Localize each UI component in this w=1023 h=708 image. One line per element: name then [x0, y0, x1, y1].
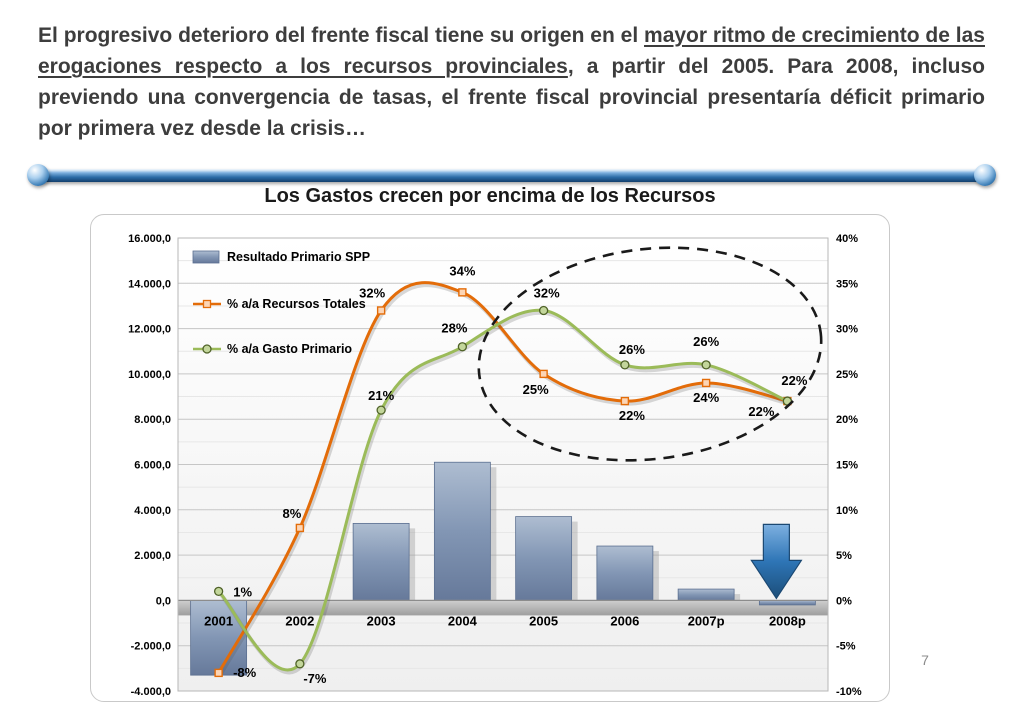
- left-tick-label: 16.000,0: [128, 233, 171, 245]
- left-tick-label: 2.000,0: [134, 550, 171, 562]
- circle-marker: [376, 405, 386, 415]
- point-label: -7%: [303, 671, 327, 686]
- right-tick-label: 15%: [836, 460, 858, 472]
- circle-marker: [457, 342, 468, 352]
- combo-chart-svg: 16.000,0 14.000,0 12.000,0 10.000,0 8.000,0 6…: [128, 233, 862, 698]
- point-label: 21%: [368, 388, 394, 403]
- category-label: 2001: [204, 613, 233, 628]
- square-marker: [214, 668, 223, 678]
- category-label: 2006: [610, 613, 639, 628]
- heading-text-2: , a partir del 2005. Para 2008, incluso …: [38, 55, 986, 140]
- category-label: 2002: [285, 613, 314, 628]
- left-tick-label: 6.000,0: [134, 460, 171, 472]
- right-tick-label: -5%: [836, 641, 856, 653]
- circle-marker: [213, 586, 224, 596]
- right-tick-label: 10%: [836, 505, 858, 517]
- bar-2006: [596, 545, 654, 601]
- left-tick-label: 12.000,0: [128, 324, 171, 336]
- point-label: 24%: [693, 390, 719, 405]
- heading: El progresivo deterioro del frente fisca…: [38, 20, 985, 144]
- category-label: 2005: [529, 613, 558, 628]
- legend-bar-swatch: [192, 250, 220, 264]
- square-marker: [458, 288, 467, 297]
- legend-square-marker: [202, 299, 212, 309]
- heading-text-1: El progresivo deterioro del frente fisca…: [38, 24, 645, 47]
- point-label: 32%: [534, 285, 560, 300]
- point-label: 26%: [619, 342, 645, 357]
- divider-left-cap: [27, 164, 49, 186]
- category-labels: 2001 2002 2003 2004 2005 2006 2007p 2008p: [204, 613, 806, 628]
- point-label: 8%: [282, 506, 301, 521]
- left-tick-label: 10.000,0: [128, 369, 171, 381]
- right-tick-label: -10%: [836, 686, 862, 698]
- bar-series: [190, 461, 816, 676]
- square-marker: [701, 378, 711, 388]
- bar-2007p: [677, 588, 735, 601]
- circle-marker: [620, 360, 630, 370]
- legend-circle-marker: [202, 344, 212, 354]
- right-tick-label: 20%: [836, 414, 858, 426]
- point-label: 1%: [233, 584, 252, 599]
- right-tick-label: 40%: [836, 233, 858, 245]
- point-label: 28%: [441, 321, 467, 336]
- heading-underlined-phrase: mayor ritmo de crecimiento de las erogac…: [38, 24, 985, 78]
- page-number: 7: [921, 652, 929, 668]
- line-series-recursos-totales: -8% 8% 32% 34% 25% 22% 24% 22%: [214, 263, 792, 680]
- square-marker: [539, 369, 548, 379]
- right-tick-label: 0%: [836, 595, 852, 607]
- right-axis-labels: 40% 35% 30% 25% 20% 15% 10% 5% 0% -5% -10%: [836, 233, 862, 698]
- square-marker: [620, 396, 630, 406]
- point-label: 22%: [748, 404, 774, 419]
- category-label: 2003: [367, 613, 396, 628]
- category-label: 2008p: [769, 613, 806, 628]
- point-label: 22%: [619, 408, 645, 423]
- legend-label-line: % a/a Recursos Totales: [227, 297, 366, 311]
- circle-marker: [701, 360, 711, 370]
- right-tick-label: 25%: [836, 369, 858, 381]
- plot-border: [177, 237, 829, 692]
- left-tick-label: -2.000,0: [131, 641, 171, 653]
- left-tick-label: 14.000,0: [128, 278, 171, 290]
- point-label: -8%: [233, 665, 257, 680]
- down-arrow-annotation: [750, 523, 803, 600]
- point-label: 32%: [359, 285, 385, 300]
- left-tick-label: 8.000,0: [134, 414, 171, 426]
- left-tick-label: -4.000,0: [131, 686, 171, 698]
- line-series-gasto-primario: 1% -7% 21% 28% 32% 26% 26% 22%: [213, 285, 808, 686]
- dashed-ellipse-annotation: [477, 246, 823, 462]
- left-tick-label: 4.000,0: [134, 505, 171, 517]
- divider-right-cap: [974, 164, 996, 186]
- point-label: 26%: [693, 334, 719, 349]
- floor-band: [178, 600, 828, 616]
- square-marker: [376, 306, 386, 315]
- circle-marker: [538, 305, 549, 316]
- category-label: 2004: [448, 613, 478, 628]
- point-label: 22%: [781, 373, 807, 388]
- bar-2005: [515, 516, 573, 601]
- left-tick-label: 0,0: [156, 595, 171, 607]
- bar-2003: [352, 522, 410, 601]
- right-tick-label: 30%: [836, 324, 858, 336]
- right-tick-label: 35%: [836, 278, 858, 290]
- divider-bar: [27, 164, 996, 186]
- legend-label-bar: Resultado Primario SPP: [227, 250, 370, 264]
- point-label: 34%: [449, 263, 475, 278]
- right-tick-label: 5%: [836, 550, 852, 562]
- bar-2004: [433, 461, 491, 601]
- chart: 16.000,0 14.000,0 12.000,0 10.000,0 8.000,0 6…: [95, 221, 875, 699]
- category-label: 2007p: [688, 613, 725, 628]
- point-label: 25%: [523, 382, 549, 397]
- left-axis-labels: 16.000,0 14.000,0 12.000,0 10.000,0 8.000,0 6…: [128, 233, 171, 698]
- bar-2008p: [758, 599, 816, 606]
- circle-marker: [295, 659, 305, 669]
- legend-label-line: % a/a Gasto Primario: [227, 342, 352, 356]
- chart-title: Los Gastos crecen por encima de los Recu…: [264, 185, 716, 207]
- legend: Resultado Primario SPP % a/a Recursos Tot…: [192, 250, 370, 356]
- square-marker: [295, 523, 305, 533]
- bar-2001: [190, 599, 248, 676]
